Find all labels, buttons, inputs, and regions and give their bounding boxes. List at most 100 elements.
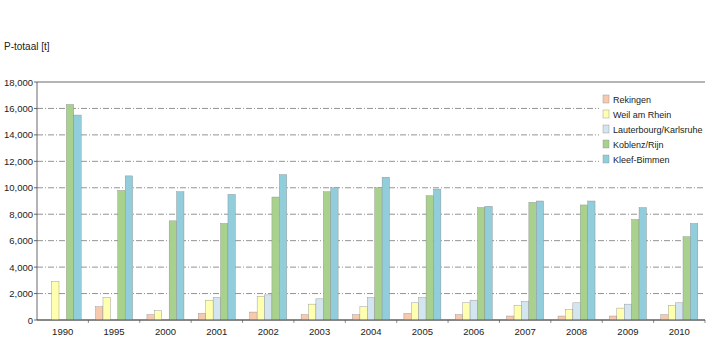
legend-swatch: [603, 125, 609, 133]
grid-line: [37, 82, 705, 83]
grid-line: [37, 320, 705, 321]
tick-label: 4,000: [9, 262, 33, 273]
x-tick: [88, 320, 89, 323]
x-tick-label: 2010: [669, 326, 690, 337]
x-tick: [191, 320, 192, 323]
x-tick: [139, 320, 140, 323]
x-tick-label: 2008: [566, 326, 587, 337]
bar: [433, 189, 440, 320]
bar: [125, 176, 132, 320]
tick-mark: [34, 267, 37, 268]
bar: [529, 202, 536, 320]
x-tick: [448, 320, 449, 323]
tick-label: 18,000: [4, 77, 33, 88]
tick-label: 14,000: [4, 129, 33, 140]
legend: Rekingen Weil am Rhein Lauterbourg/Karlsru…: [599, 88, 721, 171]
bar: [96, 307, 103, 320]
bar: [661, 315, 668, 320]
bar: [103, 298, 110, 320]
bar: [118, 190, 125, 320]
tick-mark: [34, 108, 37, 109]
x-tick: [602, 320, 603, 323]
x-tick-label: 2002: [258, 326, 279, 337]
bar: [331, 188, 338, 320]
bar: [74, 115, 81, 320]
bar: [536, 201, 543, 320]
x-tick: [345, 320, 346, 323]
x-tick-label: 1995: [104, 326, 125, 337]
tick-mark: [34, 214, 37, 215]
bar: [565, 309, 572, 320]
tick-mark: [34, 82, 37, 83]
grid-line: [37, 293, 705, 294]
bar: [514, 305, 521, 320]
x-tick-label: 2001: [206, 326, 227, 337]
tick-label: 6,000: [9, 235, 33, 246]
x-tick: [396, 320, 397, 323]
tick-label: 12,000: [4, 156, 33, 167]
bar: [580, 205, 587, 320]
x-tick-label: 1990: [52, 326, 73, 337]
legend-box: [599, 88, 721, 171]
grid-line: [37, 267, 705, 268]
bar: [367, 298, 374, 320]
x-tick: [499, 320, 500, 323]
bar: [279, 175, 286, 320]
legend-label: Weil am Rhein: [613, 110, 671, 120]
bar: [558, 316, 565, 320]
tick-label: 8,000: [9, 209, 33, 220]
bar: [228, 194, 235, 320]
x-tick-label: 2003: [309, 326, 330, 337]
bar: [463, 303, 470, 320]
grid-line: [37, 214, 705, 215]
bar: [272, 197, 279, 320]
y-axis: [37, 82, 38, 320]
bar: [617, 308, 624, 320]
bar: [206, 300, 213, 320]
tick-mark: [34, 161, 37, 162]
bar: [485, 206, 492, 320]
legend-label: Rekingen: [613, 95, 651, 105]
bar: [154, 311, 161, 320]
bar: [52, 282, 59, 320]
bar: [360, 307, 367, 320]
bar: [250, 312, 257, 320]
legend-swatch: [603, 140, 609, 148]
bar: [624, 304, 631, 320]
legend-label: Koblenz/Rijn: [613, 140, 664, 150]
legend-label: Kleef-Bimmen: [613, 155, 670, 165]
x-tick: [550, 320, 551, 323]
tick-label: 10,000: [4, 182, 33, 193]
bar: [301, 315, 308, 320]
bar: [676, 303, 683, 320]
legend-swatch: [603, 95, 609, 103]
grid-line: [37, 240, 705, 241]
tick-mark: [34, 320, 37, 321]
x-tick-label: 2005: [412, 326, 433, 337]
legend-label: Lauterbourg/Karlsruhe: [613, 125, 703, 135]
bar: [683, 237, 690, 320]
bar: [404, 313, 411, 320]
bar: [309, 304, 316, 320]
bar: [477, 208, 484, 320]
tick-label: 16,000: [4, 103, 33, 114]
bar: [690, 223, 697, 320]
x-axis: [37, 320, 705, 321]
bar: [316, 299, 323, 320]
bar: [573, 303, 580, 320]
x-tick-label: 2004: [360, 326, 381, 337]
bar: [177, 192, 184, 320]
bar: [668, 305, 675, 320]
bar: [198, 313, 205, 320]
bar: [257, 296, 264, 320]
bar: [169, 221, 176, 320]
x-tick-label: 2006: [463, 326, 484, 337]
bar: [609, 316, 616, 320]
x-tick-label: 2007: [515, 326, 536, 337]
bar: [426, 196, 433, 320]
chart: P-totaal [t]02,0004,0006,0008,00010,0001…: [0, 0, 725, 354]
x-tick: [293, 320, 294, 323]
bar: [323, 192, 330, 320]
bar: [221, 223, 228, 320]
bar: [147, 315, 154, 320]
